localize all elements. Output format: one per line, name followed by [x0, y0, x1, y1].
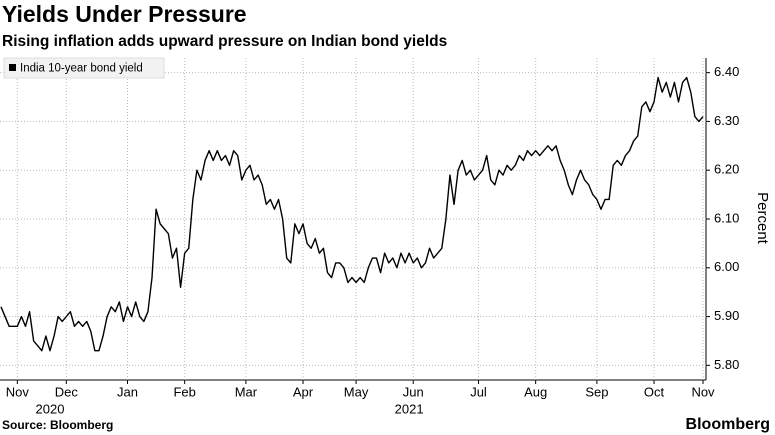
- x-tick-label: Jul: [470, 384, 487, 399]
- x-tick-label: Feb: [173, 384, 195, 399]
- x-tick-label: Oct: [644, 384, 665, 399]
- x-tick-label: Nov: [6, 384, 30, 399]
- x-tick-label: Jun: [403, 384, 424, 399]
- chart-title: Yields Under Pressure: [2, 1, 247, 27]
- legend-box: [3, 57, 165, 79]
- x-tick-label: Aug: [524, 384, 547, 399]
- legend-swatch: [9, 64, 16, 71]
- y-tick-label: 6.20: [714, 162, 739, 177]
- y-tick-label: 6.40: [714, 64, 739, 79]
- brand: Bloomberg: [686, 416, 770, 433]
- y-axis-label: Percent: [754, 192, 771, 245]
- line-series: [0, 76, 704, 352]
- x-tick-label: May: [344, 384, 369, 399]
- x-tick-label: Sep: [585, 384, 608, 399]
- y-tick-label: 5.90: [714, 308, 739, 323]
- y-tick-label: 6.30: [714, 113, 739, 128]
- legend-label: India 10-year bond yield: [20, 63, 143, 75]
- x-tick-label: Nov: [691, 384, 715, 399]
- x-tick-label: Dec: [55, 384, 79, 399]
- source: Source: Bloomberg: [2, 418, 113, 432]
- y-tick-label: 6.10: [714, 210, 739, 225]
- year-label: 2021: [395, 401, 424, 416]
- x-tick-label: Apr: [293, 384, 314, 399]
- chart-subtitle: Rising inflation adds upward pressure on…: [2, 33, 447, 50]
- year-label: 2020: [36, 401, 65, 416]
- x-tick-label: Jan: [117, 384, 138, 399]
- x-tick-label: Mar: [235, 384, 258, 399]
- y-tick-label: 5.80: [714, 357, 739, 372]
- y-tick-label: 6.00: [714, 259, 739, 274]
